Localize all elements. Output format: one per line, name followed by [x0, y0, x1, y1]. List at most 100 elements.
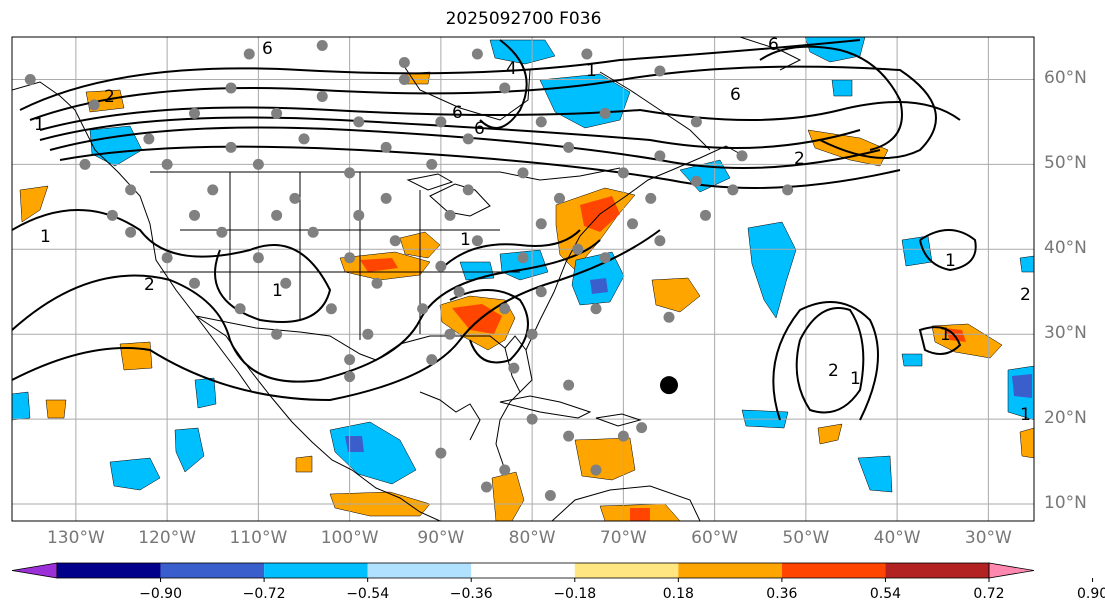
anomaly-negative: [901, 353, 923, 367]
station-dot: [471, 235, 483, 247]
station-dot: [216, 226, 228, 238]
station-dot: [444, 328, 456, 340]
station-dot: [88, 99, 100, 111]
station-dot: [106, 209, 118, 221]
anomaly-positive: [630, 508, 650, 521]
station-dot: [535, 218, 547, 230]
station-dot: [563, 430, 575, 442]
station-dot: [435, 116, 447, 128]
anomaly-negative: [345, 436, 364, 452]
contour-line: [759, 45, 903, 151]
station-dot: [435, 447, 447, 459]
anomaly-positive: [19, 185, 49, 223]
latitude-label: 20°N: [1044, 408, 1087, 429]
station-dot: [544, 490, 556, 502]
colorbar-segment: [885, 563, 989, 578]
contour-label: 2: [1020, 285, 1031, 305]
colorbar-tick-label: −0.36: [449, 586, 493, 602]
station-dot: [590, 464, 602, 476]
anomaly-positive: [651, 277, 701, 313]
anomaly-negative: [747, 221, 797, 319]
contour-label: 6: [474, 119, 485, 139]
labrador: [599, 71, 711, 151]
station-dot: [344, 371, 356, 383]
station-dot: [207, 184, 219, 196]
anomaly-negative: [901, 235, 933, 267]
station-dot: [462, 184, 474, 196]
contour-label: 1: [1020, 405, 1031, 425]
station-dot: [344, 252, 356, 264]
contour-label: 2: [828, 361, 839, 381]
contour-line: [795, 307, 865, 414]
gulf-coast: [375, 335, 521, 471]
station-dot: [353, 116, 365, 128]
station-dot: [526, 328, 538, 340]
longitude-label: 130°W: [46, 528, 105, 548]
anomaly-negative: [174, 427, 205, 473]
anomaly-positive: [491, 471, 525, 521]
contour-line: [39, 116, 861, 149]
contour-label: 2: [794, 149, 805, 169]
contour-label: 6: [768, 35, 779, 55]
canada-border: [150, 167, 621, 181]
station-dot: [252, 158, 264, 170]
colorbar-tick-label: −0.18: [553, 586, 597, 602]
latitude-label: 10°N: [1044, 493, 1087, 514]
longitude-label: 60°W: [691, 528, 739, 548]
colorbar-tick-label: −0.90: [139, 586, 182, 602]
station-dot: [189, 277, 200, 289]
station-dot: [654, 235, 666, 247]
contour-label: 1: [272, 281, 283, 301]
contour-label: 1: [460, 230, 471, 250]
longitude-label: 100°W: [320, 528, 379, 548]
longitude-label: 90°W: [417, 528, 465, 548]
station-dot: [444, 209, 456, 221]
colorbar-tick-label: 0.90: [1076, 586, 1105, 602]
station-dot: [535, 116, 547, 128]
station-dot: [125, 184, 137, 196]
station-dot: [225, 82, 237, 94]
contour-label: 1: [40, 227, 51, 247]
contour-label: 2: [144, 275, 155, 295]
contour-label: 1: [945, 251, 956, 271]
cuba: [499, 395, 592, 419]
colorbar-segment: [781, 563, 886, 578]
station-dot: [79, 158, 91, 170]
contour-label: 6: [730, 85, 741, 105]
contour-line: [772, 301, 879, 421]
station-dot: [636, 422, 648, 434]
colorbar-tick-label: −0.54: [346, 586, 390, 602]
station-dot: [508, 362, 520, 374]
colorbar-tick-label: 0.54: [869, 586, 902, 602]
station-dot: [782, 184, 794, 196]
anomaly-negative: [590, 278, 608, 294]
contour-label: 1: [850, 369, 861, 389]
station-dot: [690, 116, 702, 128]
station-dot: [517, 252, 529, 264]
station-dot: [426, 354, 438, 366]
station-dot: [471, 48, 483, 60]
stations: [24, 39, 794, 502]
anomaly-negative: [89, 125, 143, 167]
anomaly-negative: [1012, 374, 1032, 398]
contour-labels: 6 6 6 6 6 2 4 2 1 1 1 1 2 2 1 1 2 1 1 1: [34, 35, 1031, 425]
gulf-of-california: [195, 315, 253, 393]
station-dot: [389, 235, 401, 247]
anomaly-negative: [459, 261, 495, 281]
station-dot: [189, 209, 200, 221]
station-dot: [654, 65, 666, 77]
station-dot: [316, 90, 328, 102]
station-dot: [736, 150, 748, 162]
anomaly-positive: [45, 399, 67, 419]
station-dot: [654, 150, 666, 162]
yucatan: [419, 391, 481, 441]
contour-label: 1: [940, 325, 951, 345]
station-dot: [700, 209, 711, 221]
station-dot: [645, 192, 657, 204]
contour-line: [918, 326, 962, 355]
anomaly-negative: [12, 391, 31, 421]
station-dot: [435, 260, 447, 272]
longitude-label: 50°W: [782, 528, 830, 548]
station-dot: [727, 184, 739, 196]
